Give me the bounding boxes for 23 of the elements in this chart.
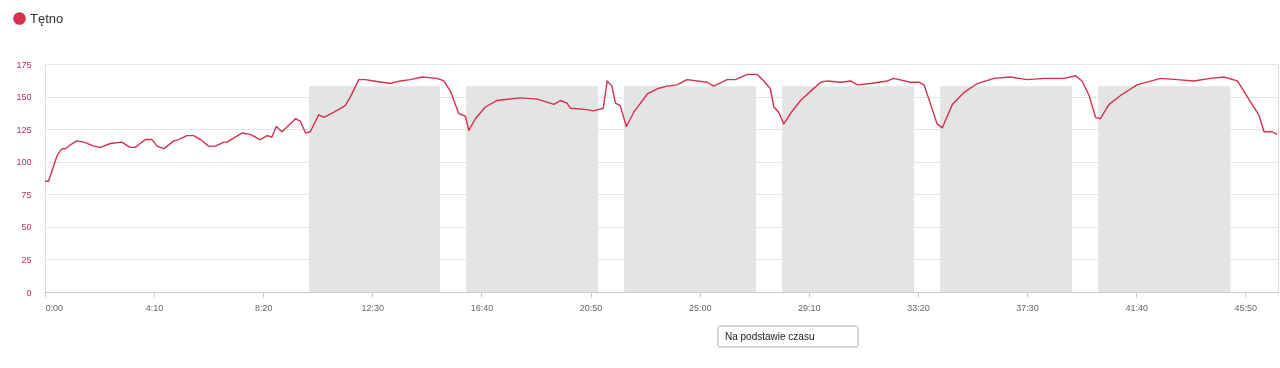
x-tick-label: 33:20: [907, 302, 930, 313]
y-tick-label: 100: [16, 157, 32, 168]
x-tick-label: 41:40: [1125, 302, 1148, 313]
y-tick-label: 75: [21, 189, 32, 200]
y-tick-label: 50: [21, 222, 32, 233]
y-tick-label: 150: [16, 92, 32, 103]
x-tick-label: 12:30: [361, 302, 385, 313]
x-tick-label: 8:20: [254, 302, 273, 313]
x-tick-label: 29:10: [798, 302, 821, 313]
line-series: [44, 73, 1278, 182]
y-tick-label: 25: [21, 254, 32, 265]
legend-label: Tętno: [30, 10, 64, 26]
x-tick-label: 20:50: [579, 302, 603, 313]
x-tick-label: 37:30: [1016, 302, 1039, 313]
x-tick-label: 16:40: [470, 302, 494, 313]
x-tick-label: 45:50: [1234, 302, 1258, 313]
x-tick-label: 25:00: [688, 302, 712, 313]
y-tick-label: 0: [26, 287, 32, 298]
x-tick-label: 0:00: [45, 302, 64, 313]
x-tick-label: 4:10: [145, 302, 164, 313]
y-tick-label: 175: [16, 59, 32, 70]
y-tick-label: 125: [16, 124, 32, 135]
text: Na podstawie czasu: [725, 330, 815, 342]
